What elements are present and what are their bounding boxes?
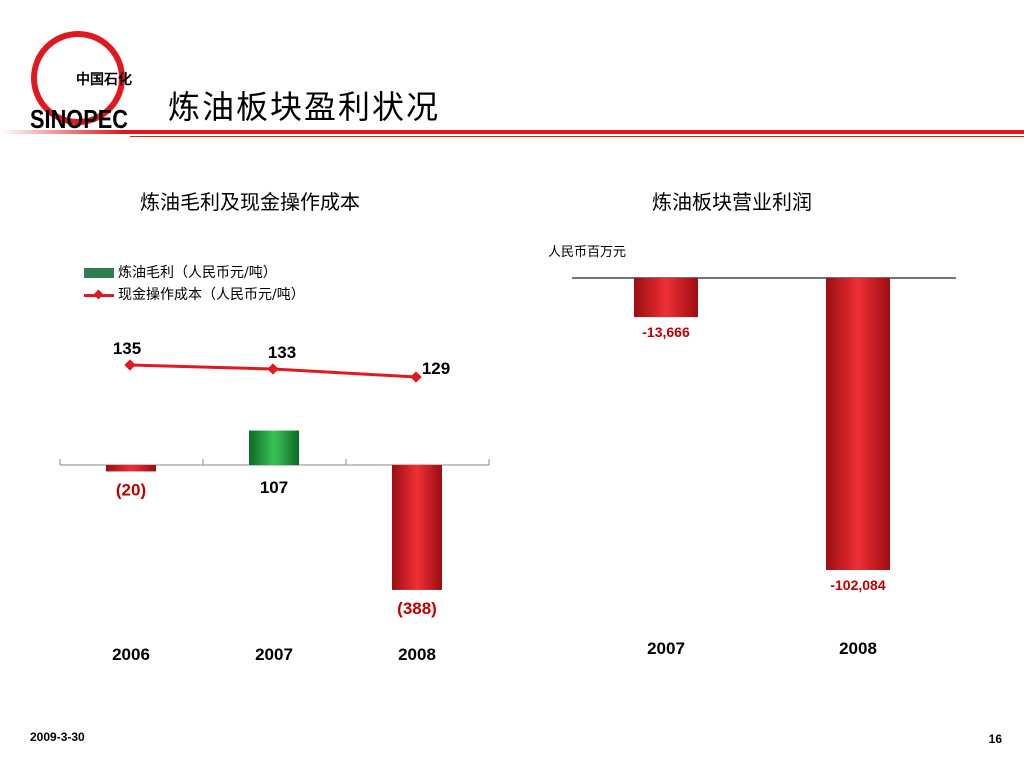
x-tick-label: 2008 <box>839 639 877 658</box>
legend-item-refining-margin: 炼油毛利（人民币元/吨） <box>84 262 277 282</box>
data-label-refining-margin: (20) <box>116 480 146 499</box>
page-number: 16 <box>988 732 1002 746</box>
data-label-refining-margin: 107 <box>260 478 288 497</box>
data-label-refining-margin: (388) <box>397 599 437 618</box>
data-label-operating-profit: -102,084 <box>830 577 885 593</box>
footer-date: 2009-3-30 <box>30 730 85 744</box>
right-chart-unit-label: 人民币百万元 <box>548 245 627 260</box>
bar-refining-margin-2008 <box>392 465 442 590</box>
left-chart: (20) 2006 107 2007 (388) 2008 135 133 129 <box>59 339 490 664</box>
point-cash-operating-cost <box>410 371 422 383</box>
x-tick-label: 2008 <box>398 645 436 664</box>
bar-operating-profit-2007 <box>634 278 698 318</box>
legend-swatch-line <box>84 289 114 301</box>
title-divider <box>0 130 1024 137</box>
sinopec-logo: 中国石化 SINOPEC <box>30 31 132 134</box>
logo-ring <box>31 31 125 125</box>
page-title: 炼油板块盈利状况 <box>168 88 441 126</box>
right-chart: -13,666 2007 -102,084 2008 <box>572 277 956 658</box>
bar-operating-profit-2008 <box>826 278 890 570</box>
legend-label-cash-cost: 现金操作成本（人民币元/吨） <box>118 287 305 303</box>
point-cash-operating-cost <box>267 363 279 375</box>
legend-label-refining-margin: 炼油毛利（人民币元/吨） <box>118 265 277 281</box>
bar-refining-margin-2006 <box>106 465 156 472</box>
bar-refining-margin-2007 <box>249 430 299 465</box>
point-cash-operating-cost <box>124 359 136 371</box>
logo-chinese: 中国石化 <box>76 71 132 87</box>
right-chart-title: 炼油板块营业利润 <box>652 190 812 214</box>
left-chart-title: 炼油毛利及现金操作成本 <box>140 190 360 214</box>
logo-wordmark: SINOPEC <box>30 104 128 134</box>
data-label-cash-operating-cost: 135 <box>113 339 141 358</box>
data-label-cash-operating-cost: 133 <box>268 343 296 362</box>
data-label-operating-profit: -13,666 <box>642 324 690 340</box>
x-tick-label: 2007 <box>255 645 293 664</box>
legend-item-cash-cost: 现金操作成本（人民币元/吨） <box>84 284 305 304</box>
x-tick-label: 2006 <box>112 645 150 664</box>
data-label-cash-operating-cost: 129 <box>422 359 450 378</box>
legend-swatch-bar <box>84 268 114 278</box>
x-tick-label: 2007 <box>647 639 685 658</box>
